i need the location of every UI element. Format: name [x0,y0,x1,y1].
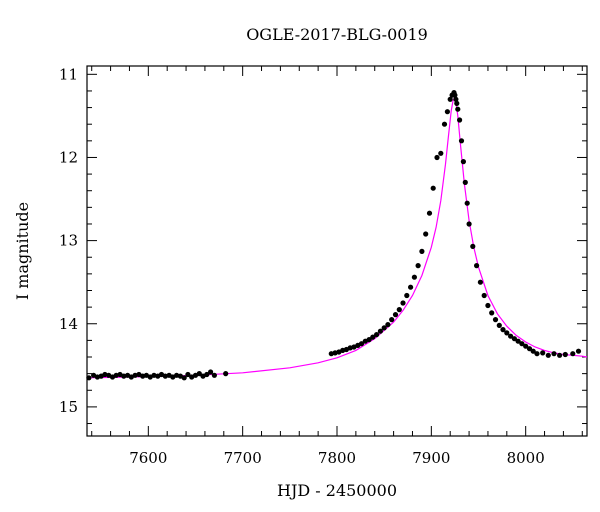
data-point [408,284,414,290]
data-point [381,325,387,331]
data-point [358,341,365,347]
model-curve [86,95,588,379]
data-point [419,248,425,254]
data-point [204,371,210,378]
data-point [466,221,472,227]
model-curve-layer [86,95,588,379]
data-point [444,109,450,115]
data-point [185,371,191,378]
data-point [551,351,557,357]
data-point [430,185,436,191]
data-point [223,371,229,377]
data-point [374,332,380,338]
y-axis-label: I magnitude [13,202,32,300]
data-point [485,302,491,309]
data-point [404,292,410,299]
x-axis-label: HJD - 2450000 [277,481,397,500]
data-point [530,348,536,354]
data-point [474,263,480,269]
data-point [562,351,568,358]
data-point [181,375,187,381]
x-tick-label: 7800 [318,449,356,467]
data-point [370,334,376,340]
data-point [426,210,433,216]
data-point [211,372,217,378]
data-point [392,312,399,318]
data-point [496,322,502,328]
data-point [464,200,470,206]
data-point [570,351,576,357]
data-points-layer [86,90,582,381]
data-point [400,300,406,306]
data-point [470,243,476,249]
y-tick-label: 14 [59,315,78,333]
data-point [540,350,546,356]
data-point [441,121,448,127]
data-point [489,310,495,316]
data-point [411,274,417,280]
data-point [455,106,461,112]
data-point [366,337,372,343]
axis-ticks [87,66,587,436]
data-point [415,263,421,269]
y-tick-label: 15 [59,398,78,416]
data-point [377,328,383,334]
data-point [492,317,499,323]
y-tick-label: 13 [59,232,78,250]
data-point [434,154,440,161]
x-tick-label: 7600 [129,449,167,467]
tick-labels: 7600 7700 7800 7900 8000 11 12 13 14 15 [59,65,545,467]
x-tick-label: 8000 [507,449,545,467]
data-point [460,159,466,165]
data-point [504,330,510,336]
x-tick-label: 7900 [412,449,450,467]
data-point [523,343,529,349]
data-point [519,341,525,347]
data-point [447,96,453,102]
y-tick-label: 12 [59,148,78,166]
data-point [545,352,551,358]
data-point [557,352,563,358]
x-tick-label: 7700 [224,449,262,467]
data-point [462,179,468,185]
data-point [534,351,540,357]
data-point [396,307,402,313]
data-point [208,369,214,375]
data-point [454,100,460,106]
data-point [481,292,487,299]
data-point [457,117,463,123]
data-point [452,92,458,98]
data-point [526,346,533,352]
y-tick-label: 11 [59,65,78,83]
data-point [423,231,429,237]
data-point [458,138,465,144]
data-point [453,96,459,102]
data-point [86,375,92,381]
data-point [500,327,506,333]
data-point [385,322,391,328]
chart-title: OGLE-2017-BLG-0019 [246,25,428,44]
plot-frame [86,65,588,437]
data-point [575,348,582,354]
data-point [389,317,395,323]
data-point [438,150,444,156]
data-point [515,338,521,344]
data-point [196,371,202,377]
data-point [511,336,517,342]
data-point [477,279,483,285]
data-point [508,333,514,339]
